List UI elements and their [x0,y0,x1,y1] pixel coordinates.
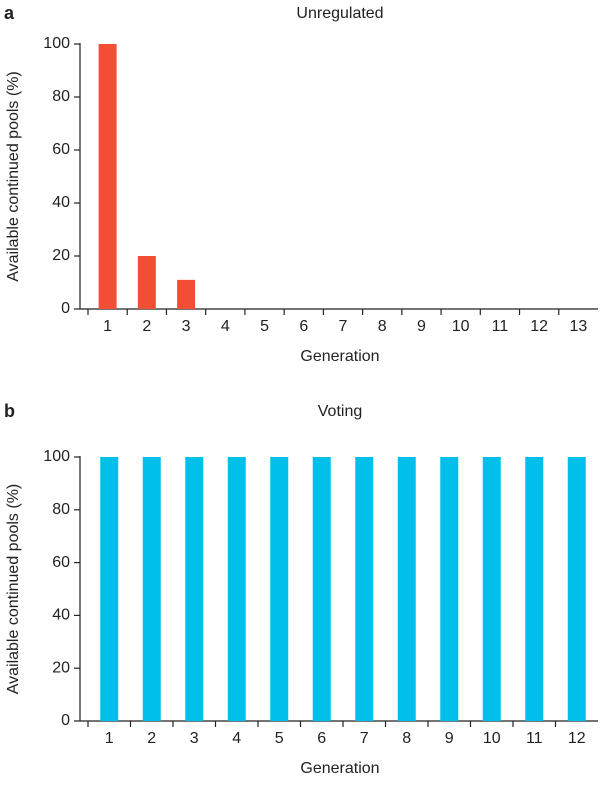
bar [567,457,586,721]
y-tick-label: 20 [52,659,70,676]
y-tick-label: 0 [61,712,70,729]
bar [397,457,416,721]
bar [137,256,156,309]
x-tick-label: 6 [317,730,326,747]
x-tick-label: 8 [378,318,387,335]
x-tick-label: 7 [339,318,348,335]
bar [177,279,196,309]
y-tick-label: 60 [52,141,70,158]
bar [440,457,459,721]
x-tick-label: 9 [417,318,426,335]
x-tick-label: 9 [445,730,454,747]
y-tick-label: 0 [61,300,70,317]
y-tick-label: 100 [43,35,70,52]
y-axis-label: Available continued pools (%) [5,484,22,695]
x-tick-label: 2 [147,730,156,747]
bar [98,44,117,309]
x-tick-label: 13 [569,318,587,335]
bar [142,457,161,721]
x-tick-label: 10 [483,730,501,747]
x-tick-label: 12 [568,730,586,747]
y-tick-label: 80 [52,501,70,518]
bar [312,457,331,721]
bar [270,457,289,721]
x-tick-label: 8 [402,730,411,747]
x-tick-label: 12 [530,318,548,335]
x-tick-label: 7 [360,730,369,747]
y-tick-label: 40 [52,607,70,624]
y-tick-label: 60 [52,554,70,571]
y-tick-label: 40 [52,194,70,211]
chart-title: Unregulated [296,5,383,22]
bar [525,457,544,721]
bar [482,457,501,721]
x-axis-label: Generation [300,348,379,365]
y-tick-label: 100 [43,448,70,465]
y-axis-label: Available continued pools (%) [5,71,22,282]
chart-title: Voting [318,403,362,420]
y-tick-label: 80 [52,88,70,105]
x-tick-label: 3 [182,318,191,335]
x-tick-label: 4 [232,730,241,747]
x-tick-label: 11 [526,730,543,747]
panel-label: b [4,401,15,421]
x-axis-label: Generation [300,760,379,777]
x-tick-label: 5 [275,730,284,747]
y-tick-label: 20 [52,247,70,264]
x-tick-label: 3 [190,730,199,747]
panel-label: a [4,3,15,23]
x-tick-label: 1 [103,318,112,335]
x-tick-label: 2 [142,318,151,335]
bar [100,457,119,721]
x-tick-label: 1 [105,730,114,747]
bar [227,457,246,721]
x-tick-label: 5 [260,318,269,335]
bar [355,457,374,721]
x-tick-label: 4 [221,318,230,335]
x-tick-label: 6 [299,318,308,335]
bar [185,457,204,721]
x-tick-label: 10 [452,318,470,335]
x-tick-label: 11 [492,318,509,335]
